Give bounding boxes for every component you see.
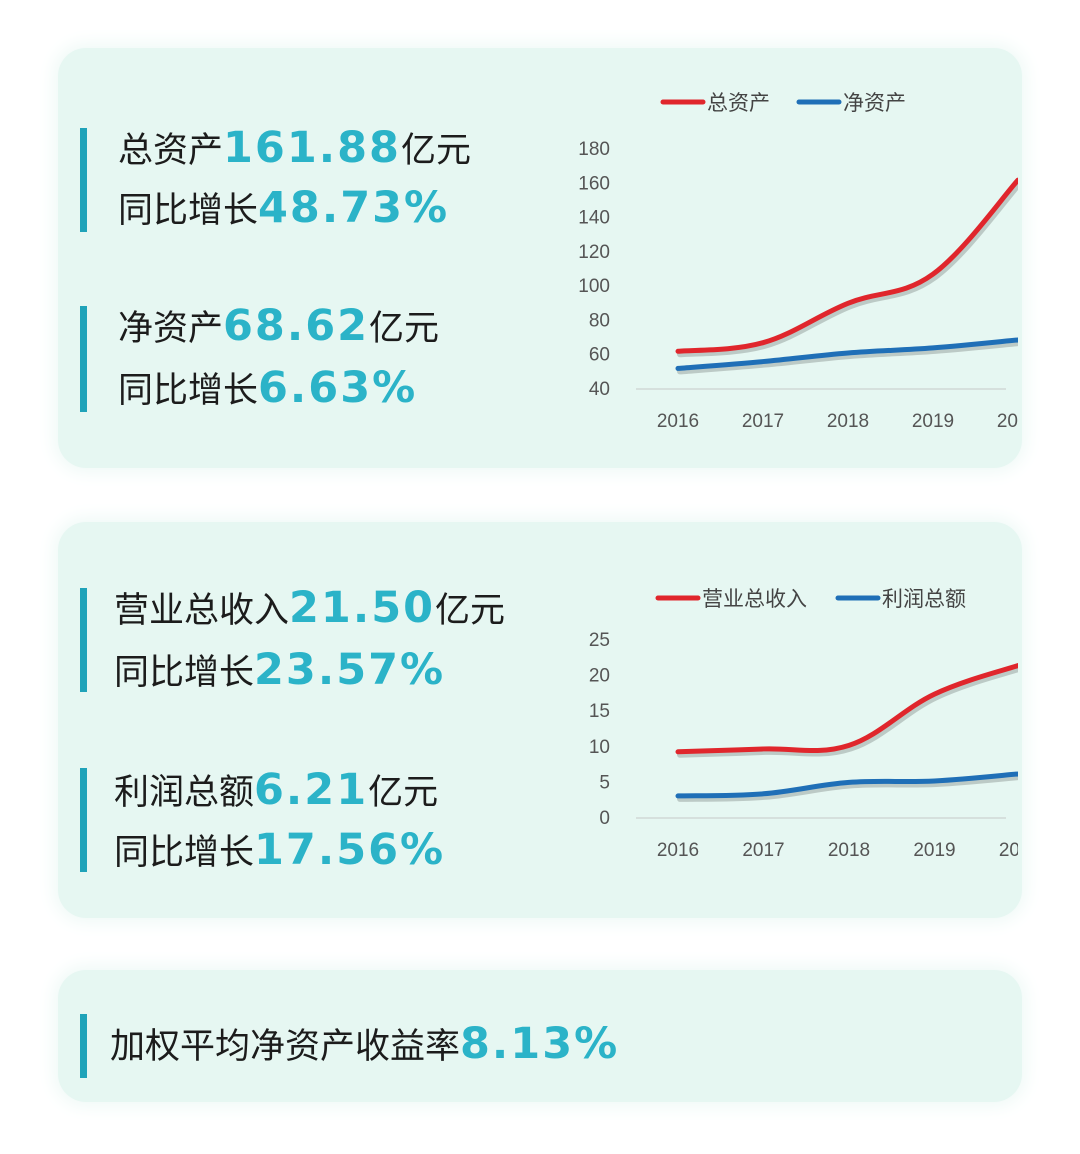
roe-value: 8.13%	[460, 1019, 620, 1069]
roe-line: 加权平均净资产收益率8.13%	[110, 1022, 619, 1069]
net-assets-label: 净资产	[118, 309, 224, 349]
revenue-line: 营业总收入21.50亿元	[114, 586, 505, 633]
revenue-line-chart: 0 5 10 15 20 25 2016 2017 2018 2019 2020 营业总收入 利润总额	[589, 588, 1018, 861]
x-tick-label: 2020	[999, 840, 1018, 861]
y-tick-label: 60	[589, 345, 610, 366]
series-line-red	[675, 177, 1018, 354]
y-tick-label: 160	[578, 173, 610, 194]
y-tick-label: 100	[578, 276, 610, 297]
x-tick-label: 2017	[742, 840, 784, 861]
revenue-growth-line: 同比增长23.57%	[114, 648, 445, 695]
profit-label: 利润总额	[114, 773, 255, 813]
legend-label: 利润总额	[882, 588, 966, 611]
y-tick-label: 180	[578, 139, 610, 160]
profit-growth-value: 17.56%	[254, 825, 446, 875]
y-tick-label: 120	[578, 242, 610, 263]
growth-label: 同比增长	[118, 371, 259, 411]
assets-line-chart: 40 60 80 100 120 140 160 180 2016 2017 2018 2019 202…	[578, 92, 1018, 432]
x-tick-label: 2016	[657, 840, 699, 861]
x-tick-label: 2019	[913, 840, 955, 861]
y-tick-label: 10	[589, 737, 610, 758]
profit-line: 利润总额6.21亿元	[114, 768, 438, 815]
x-tick-label: 2019	[912, 411, 954, 432]
profit-unit: 亿元	[368, 773, 439, 813]
legend-label: 净资产	[843, 92, 906, 115]
series-shadow	[677, 666, 1018, 758]
roe-card: 加权平均净资产收益率8.13%	[58, 970, 1022, 1102]
y-tick-label: 40	[589, 379, 610, 400]
net-assets-growth-value: 6.63%	[258, 363, 418, 413]
x-tick-label: 2017	[742, 411, 784, 432]
y-tick-label: 15	[589, 701, 610, 722]
series-shadow	[677, 180, 1018, 358]
accent-bar	[80, 768, 87, 872]
y-tick-label: 25	[589, 630, 610, 651]
growth-label: 同比增长	[114, 653, 255, 693]
series-shadow	[677, 340, 1018, 375]
net-assets-unit: 亿元	[369, 309, 440, 349]
revenue-card: 营业总收入21.50亿元 同比增长23.57% 利润总额6.21亿元 同比增长1…	[58, 522, 1022, 918]
accent-bar	[80, 128, 87, 232]
revenue-unit: 亿元	[435, 591, 506, 631]
accent-bar	[80, 588, 87, 692]
assets-card: 总资产161.88亿元 同比增长48.73% 净资产68.62亿元 同比增长6.…	[58, 48, 1022, 468]
total-assets-growth-line: 同比增长48.73%	[118, 186, 449, 233]
total-assets-value: 161.88	[223, 123, 401, 173]
series-line-red	[675, 662, 1018, 755]
series-line-blue	[675, 771, 1018, 799]
profit-growth-line: 同比增长17.56%	[114, 828, 445, 875]
x-tick-label: 2016	[657, 411, 699, 432]
total-assets-unit: 亿元	[400, 131, 471, 171]
profit-value: 6.21	[254, 765, 369, 815]
accent-bar	[80, 1014, 87, 1078]
net-assets-value: 68.62	[223, 301, 370, 351]
growth-label: 同比增长	[118, 191, 259, 231]
total-assets-line: 总资产161.88亿元	[118, 126, 471, 173]
y-tick-label: 20	[589, 666, 610, 687]
growth-label: 同比增长	[114, 833, 255, 873]
net-assets-growth-line: 同比增长6.63%	[118, 366, 417, 413]
net-assets-line: 净资产68.62亿元	[118, 304, 439, 351]
revenue-value: 21.50	[289, 583, 436, 633]
y-tick-label: 5	[599, 772, 610, 793]
y-tick-label: 140	[578, 208, 610, 229]
total-assets-label: 总资产	[118, 131, 224, 171]
total-assets-growth-value: 48.73%	[258, 183, 450, 233]
roe-label: 加权平均净资产收益率	[110, 1027, 461, 1067]
x-tick-label: 2018	[827, 411, 869, 432]
y-tick-label: 0	[599, 808, 610, 829]
x-tick-label: 2020	[997, 411, 1018, 432]
y-tick-label: 80	[589, 310, 610, 331]
series-shadow	[677, 774, 1018, 802]
revenue-growth-value: 23.57%	[254, 645, 446, 695]
x-tick-label: 2018	[828, 840, 870, 861]
revenue-label: 营业总收入	[114, 591, 290, 631]
legend-label: 总资产	[707, 92, 770, 115]
legend-label: 营业总收入	[702, 588, 807, 611]
accent-bar	[80, 306, 87, 412]
